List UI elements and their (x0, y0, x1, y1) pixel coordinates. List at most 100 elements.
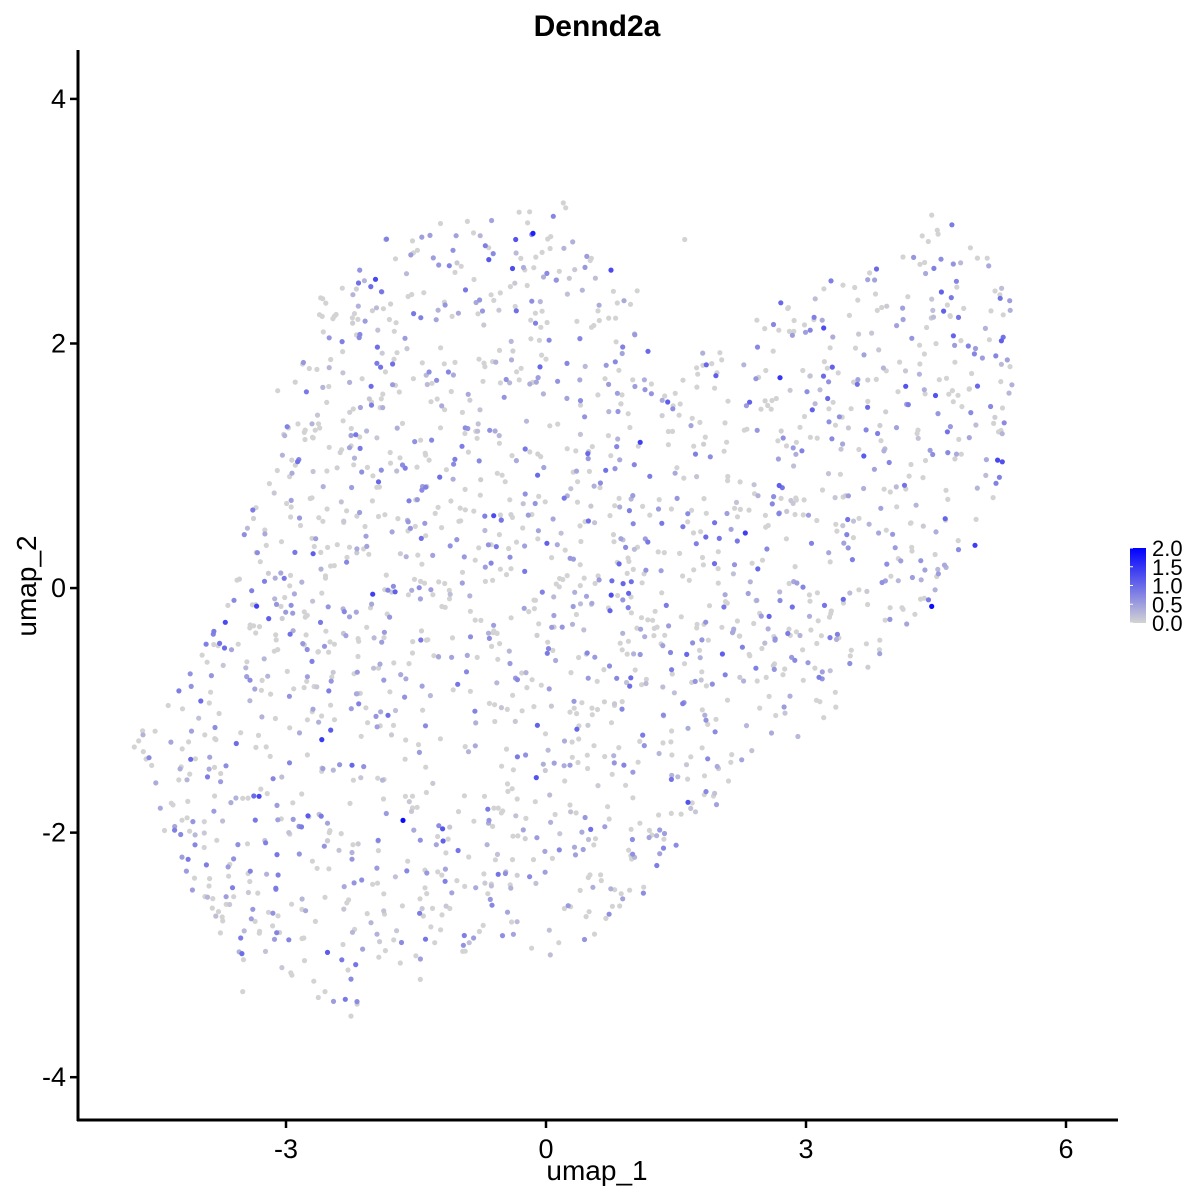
cell-point (701, 773, 708, 779)
cell-point (782, 666, 788, 672)
cell-point (571, 705, 577, 711)
cell-point (375, 665, 382, 671)
cell-point (574, 726, 580, 732)
cell-point (188, 756, 194, 762)
cell-point (350, 320, 356, 326)
cell-point (315, 421, 322, 427)
cell-point (676, 412, 682, 418)
cell-point (734, 538, 740, 544)
cell-point (304, 717, 310, 723)
cell-point (408, 252, 414, 258)
cell-point (300, 359, 306, 366)
cell-point (320, 296, 326, 302)
cell-point (567, 555, 573, 561)
cell-point (477, 407, 483, 413)
cell-point (467, 688, 473, 694)
cell-point (349, 484, 355, 491)
cell-point (762, 398, 768, 404)
cell-point (814, 590, 821, 596)
cell-point (921, 351, 928, 357)
cell-point (845, 425, 852, 431)
cell-point (847, 653, 853, 659)
cell-point (551, 612, 557, 619)
cell-point (606, 816, 612, 822)
cell-point (999, 431, 1005, 437)
cell-point (439, 525, 445, 531)
cell-point (299, 791, 305, 797)
cell-point (805, 512, 812, 518)
cell-point (730, 571, 737, 577)
cell-point (397, 960, 403, 966)
cell-point (583, 914, 589, 920)
cell-point (754, 317, 760, 323)
cell-point (828, 608, 834, 614)
cell-point (529, 677, 535, 683)
legend-label: 2.0 (1152, 536, 1183, 561)
cell-point (354, 546, 360, 552)
cell-point (952, 456, 958, 462)
cell-point (611, 760, 617, 766)
cell-point (958, 260, 964, 266)
cell-point (490, 577, 496, 583)
cell-point (417, 896, 423, 902)
cell-point (379, 350, 385, 356)
cell-point (507, 380, 513, 386)
cell-point (409, 650, 416, 656)
cell-point (699, 707, 705, 713)
cell-point (834, 528, 840, 534)
cell-point (374, 360, 380, 366)
cell-point (577, 402, 584, 408)
cell-point (737, 633, 743, 639)
cell-point (495, 805, 501, 811)
cell-point (999, 405, 1006, 411)
cell-point (787, 387, 793, 393)
cell-point (900, 316, 906, 323)
cell-point (297, 522, 304, 529)
cell-point (375, 775, 381, 781)
cell-point (628, 826, 634, 832)
cell-point (187, 671, 193, 677)
cell-point (405, 858, 411, 864)
cell-point (606, 911, 612, 917)
cell-point (535, 528, 542, 534)
cell-point (573, 810, 579, 816)
cell-point (348, 425, 354, 432)
cell-point (487, 427, 493, 433)
cell-point (850, 518, 857, 524)
cell-point (874, 307, 880, 313)
cell-point (392, 256, 399, 262)
cell-point (770, 348, 776, 354)
cell-point (243, 665, 249, 671)
cell-point (543, 356, 549, 362)
cell-point (273, 885, 279, 891)
cell-point (585, 722, 591, 728)
cell-point (821, 286, 827, 292)
cell-point (620, 630, 626, 636)
cell-point (279, 774, 285, 780)
cell-point (648, 381, 655, 387)
cell-point (751, 482, 757, 488)
cell-point (573, 611, 580, 618)
cell-point (383, 236, 390, 242)
cell-point (394, 928, 400, 934)
cell-point (179, 817, 185, 823)
cell-point (328, 678, 334, 684)
cell-point (536, 621, 542, 627)
cell-point (514, 796, 520, 802)
cell-point (235, 641, 241, 647)
x-axis-ticks: -3 0 3 6 (274, 1120, 1074, 1164)
cell-point (288, 514, 294, 520)
cell-point (692, 451, 699, 457)
cell-point (417, 910, 423, 916)
cell-point (357, 434, 363, 440)
cell-point (472, 557, 478, 563)
cell-point (601, 699, 608, 705)
cell-point (361, 278, 367, 284)
cell-point (351, 880, 357, 886)
cell-point (211, 641, 217, 648)
cell-point (192, 756, 198, 762)
cell-point (900, 254, 906, 260)
cell-point (619, 392, 625, 398)
cell-point (753, 376, 759, 382)
cell-point (522, 836, 528, 842)
